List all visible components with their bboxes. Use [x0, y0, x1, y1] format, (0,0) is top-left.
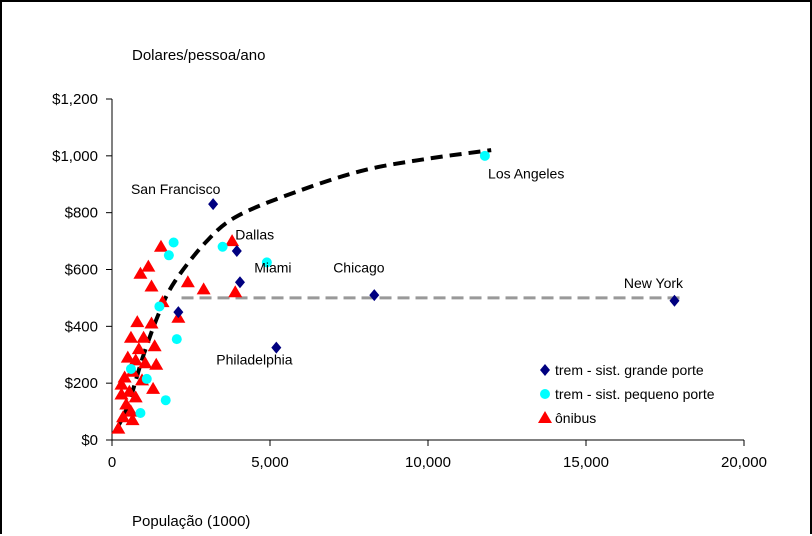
- bus-point: [144, 316, 159, 329]
- data-points: [111, 150, 680, 434]
- x-tick-label: 5,000: [251, 454, 289, 471]
- bus-point: [131, 342, 146, 355]
- small-rail-point: [479, 150, 490, 161]
- city-label: Philadelphia: [216, 352, 292, 368]
- city-label: San Francisco: [131, 181, 221, 197]
- small-rail-point: [171, 334, 182, 345]
- bus-point: [147, 339, 162, 352]
- bus-point: [128, 390, 143, 403]
- x-tick-label: 15,000: [563, 454, 609, 471]
- large-rail-point: [369, 289, 380, 302]
- city-label: Chicago: [333, 259, 385, 275]
- large-rail-point: [208, 198, 219, 211]
- large-rail-point: [231, 245, 242, 258]
- bus-point: [228, 285, 243, 298]
- city-labels: San Francisco Dallas Miami Chicago Los Angel…: [131, 166, 684, 368]
- bus-point: [116, 410, 131, 423]
- bus-point: [133, 266, 148, 279]
- axes: $0 $200 $400 $600 $800 $1,000 $1,200 0 5,000 10,0…: [52, 91, 767, 471]
- bus-point: [146, 381, 161, 394]
- x-tick-label: 0: [108, 454, 116, 471]
- small-rail-point: [160, 395, 171, 406]
- bus-point: [114, 387, 129, 400]
- legend-label: trem - sist. pequeno porte: [555, 386, 715, 402]
- small-rail-point: [135, 408, 146, 419]
- small-rail-point: [217, 241, 228, 252]
- x-tick-label: 10,000: [405, 454, 451, 471]
- bus-point: [125, 413, 140, 426]
- legend-label: ônibus: [555, 410, 596, 426]
- bus-point: [114, 377, 129, 390]
- large-rail-point: [234, 276, 245, 289]
- small-rail-point: [261, 257, 272, 268]
- legend: trem - sist. grande porte trem - sist. pe…: [538, 362, 715, 426]
- y-axis-label: Dolares/pessoa/ano: [132, 47, 265, 64]
- bus-point: [180, 275, 195, 288]
- bus-point: [130, 315, 145, 328]
- large-rail-point: [173, 306, 184, 319]
- legend-marker: [538, 411, 552, 423]
- city-label: New York: [624, 275, 684, 291]
- city-label: Los Angeles: [488, 166, 564, 182]
- small-rail-point: [141, 373, 152, 384]
- y-tick-label: $600: [65, 262, 98, 279]
- curves: [113, 148, 684, 433]
- small-rail-point: [154, 301, 165, 312]
- large-rail-point: [669, 294, 680, 307]
- y-tick-label: $1,000: [52, 148, 98, 165]
- bus-point: [119, 397, 134, 410]
- y-tick-label: $200: [65, 375, 98, 392]
- small-rail-point: [125, 363, 136, 374]
- city-label: Dallas: [235, 227, 274, 243]
- y-tick-label: $1,200: [52, 91, 98, 108]
- bus-point: [128, 353, 143, 366]
- large-rail-point: [271, 341, 282, 354]
- bus-point: [225, 234, 240, 247]
- bus-point: [122, 384, 137, 397]
- bus-point: [120, 350, 135, 363]
- y-tick-label: $0: [81, 432, 98, 449]
- y-tick-label: $800: [65, 205, 98, 222]
- bus-point: [144, 279, 159, 292]
- bus-point: [141, 259, 156, 272]
- bus-point: [136, 330, 151, 343]
- legend-marker: [540, 389, 550, 399]
- small-rail-point: [163, 250, 174, 261]
- bus-point: [111, 421, 126, 434]
- bus-point: [196, 282, 211, 295]
- bus-point: [153, 239, 168, 252]
- legend-label: trem - sist. grande porte: [555, 362, 704, 378]
- bus-point: [149, 357, 164, 370]
- legend-marker: [540, 364, 550, 376]
- x-tick-label: 20,000: [721, 454, 767, 471]
- bus-point: [123, 404, 138, 417]
- small-rail-point: [168, 237, 179, 248]
- trend-curve: [113, 148, 492, 433]
- x-axis-label: População (1000): [132, 513, 250, 530]
- y-tick-label: $400: [65, 318, 98, 335]
- bus-point: [138, 356, 153, 369]
- city-label: Miami: [254, 259, 291, 275]
- bus-point: [123, 330, 138, 343]
